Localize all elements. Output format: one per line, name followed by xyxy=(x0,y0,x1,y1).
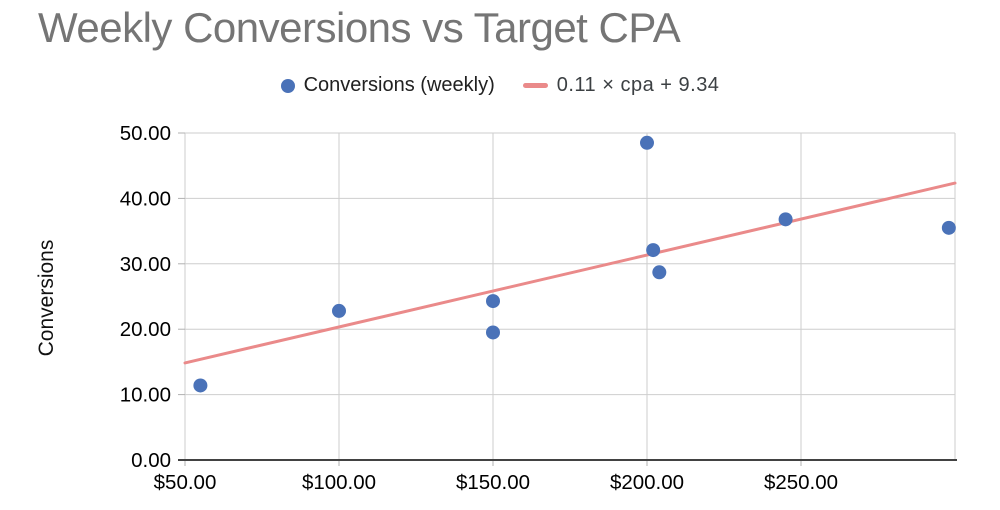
series-point-marker-icon xyxy=(280,78,295,93)
x-tick-label: $200.00 xyxy=(610,471,684,494)
data-point xyxy=(652,265,667,280)
legend-trendline-label: 0.11 × cpa + 9.34 xyxy=(556,74,720,96)
chart-title: Weekly Conversions vs Target CPA xyxy=(38,4,681,51)
x-tick-label: $100.00 xyxy=(302,471,376,494)
data-point xyxy=(640,135,654,150)
x-tick-label: $150.00 xyxy=(456,471,530,494)
data-point xyxy=(778,212,793,227)
trend-line xyxy=(183,181,957,365)
legend-series-label: Conversions (weekly) xyxy=(303,74,495,96)
y-tick-label: 10.00 xyxy=(120,384,171,407)
data-point xyxy=(486,325,500,340)
data-point xyxy=(193,378,208,393)
trendline-marker-icon xyxy=(522,83,548,88)
data-point xyxy=(332,303,346,318)
x-tick-label: $250.00 xyxy=(764,471,838,494)
y-tick-label: 40.00 xyxy=(120,187,171,210)
legend-item-trendline: 0.11 × cpa + 9.34 xyxy=(522,74,720,97)
y-tick-label: 30.00 xyxy=(120,253,171,276)
y-tick-label: 50.00 xyxy=(120,122,171,145)
y-tick-label: 0.00 xyxy=(131,449,171,472)
data-point xyxy=(486,294,500,309)
data-point xyxy=(646,243,661,258)
chart-legend: Conversions (weekly) 0.11 × cpa + 9.34 xyxy=(0,74,1000,97)
data-point xyxy=(941,220,956,235)
x-tick-label: $50.00 xyxy=(154,471,217,494)
legend-item-conversions: Conversions (weekly) xyxy=(280,74,495,97)
y-tick-label: 20.00 xyxy=(120,318,171,341)
